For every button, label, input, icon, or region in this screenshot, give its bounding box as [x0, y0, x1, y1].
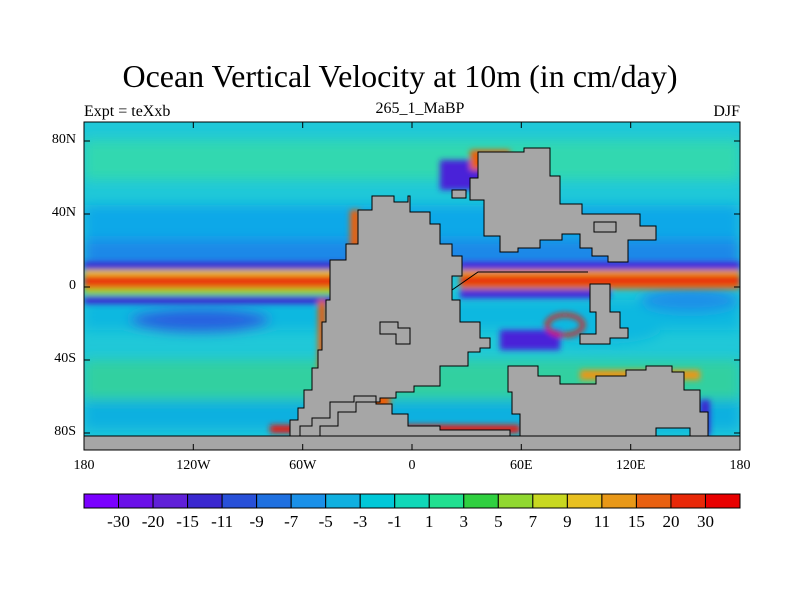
lat-label: 80S: [54, 424, 76, 439]
colorbar-label: -20: [141, 512, 165, 531]
colorbar-label: -5: [318, 512, 333, 531]
colorbar-box: [290, 493, 327, 509]
colorbar-box: [670, 493, 706, 509]
lat-label: 40N: [51, 205, 76, 220]
colorbar-box: [187, 493, 223, 509]
colorbar-box: [497, 493, 534, 509]
colorbar-label: -1: [387, 512, 402, 531]
colorbar-label: 15: [627, 512, 645, 531]
lat-label: 0: [69, 278, 76, 293]
colorbar-box: [428, 493, 465, 509]
colorbar-label: 5: [494, 512, 503, 531]
colorbar-label: 7: [528, 512, 538, 531]
colorbar-box: [256, 493, 292, 509]
colorbar-label: 9: [563, 512, 572, 531]
colorbar-label: 11: [593, 512, 611, 531]
colorbar-label: 20: [662, 512, 680, 531]
lon-label: 60E: [510, 458, 533, 473]
lat-label: 80N: [51, 132, 76, 147]
longitude-ticks: [83, 122, 741, 450]
colorbar-label: -30: [107, 512, 130, 531]
continents: [84, 147, 740, 450]
colorbar-label: -9: [249, 512, 264, 531]
colorbar-box: [394, 493, 430, 509]
colorbar-label: 30: [696, 512, 714, 531]
colorbar-box: [601, 493, 637, 509]
colorbar-label: -3: [353, 512, 368, 531]
lat-label: 40S: [54, 351, 76, 366]
lon-label: 120W: [176, 458, 211, 473]
lon-label: 0: [408, 458, 416, 473]
colorbar-box: [118, 493, 154, 509]
colorbar-label: -15: [176, 512, 199, 531]
colorbar-label: 1: [425, 512, 434, 531]
colorbar-box: [566, 493, 603, 509]
colorbar-box: [83, 493, 120, 509]
velocity-field: [84, 122, 740, 450]
colorbar-label: -7: [284, 512, 299, 531]
lon-label: 120E: [615, 458, 646, 473]
latitude-ticks: [84, 140, 740, 434]
colorbar-label: 3: [459, 512, 469, 531]
period-label: 265_1_MaBP: [375, 100, 465, 117]
colorbar-box: [152, 493, 189, 509]
lon-label: 180: [729, 458, 751, 473]
colorbar-box: [463, 493, 499, 509]
colorbar-box: [359, 493, 396, 509]
experiment-label: Expt = teXxb: [84, 103, 171, 120]
colorbar-box: [325, 493, 361, 509]
colorbar-box: [221, 493, 258, 509]
colorbar-box: [635, 493, 672, 509]
season-label: DJF: [713, 103, 740, 120]
map-title: Ocean Vertical Velocity at 10m (in cm/da…: [122, 58, 678, 94]
lon-label: 180: [73, 458, 95, 473]
colorbar-box: [704, 493, 741, 509]
colorbar-label: -11: [211, 512, 234, 531]
colorbar: [83, 493, 741, 509]
colorbar-box: [532, 493, 568, 509]
lon-label: 60W: [289, 458, 317, 473]
